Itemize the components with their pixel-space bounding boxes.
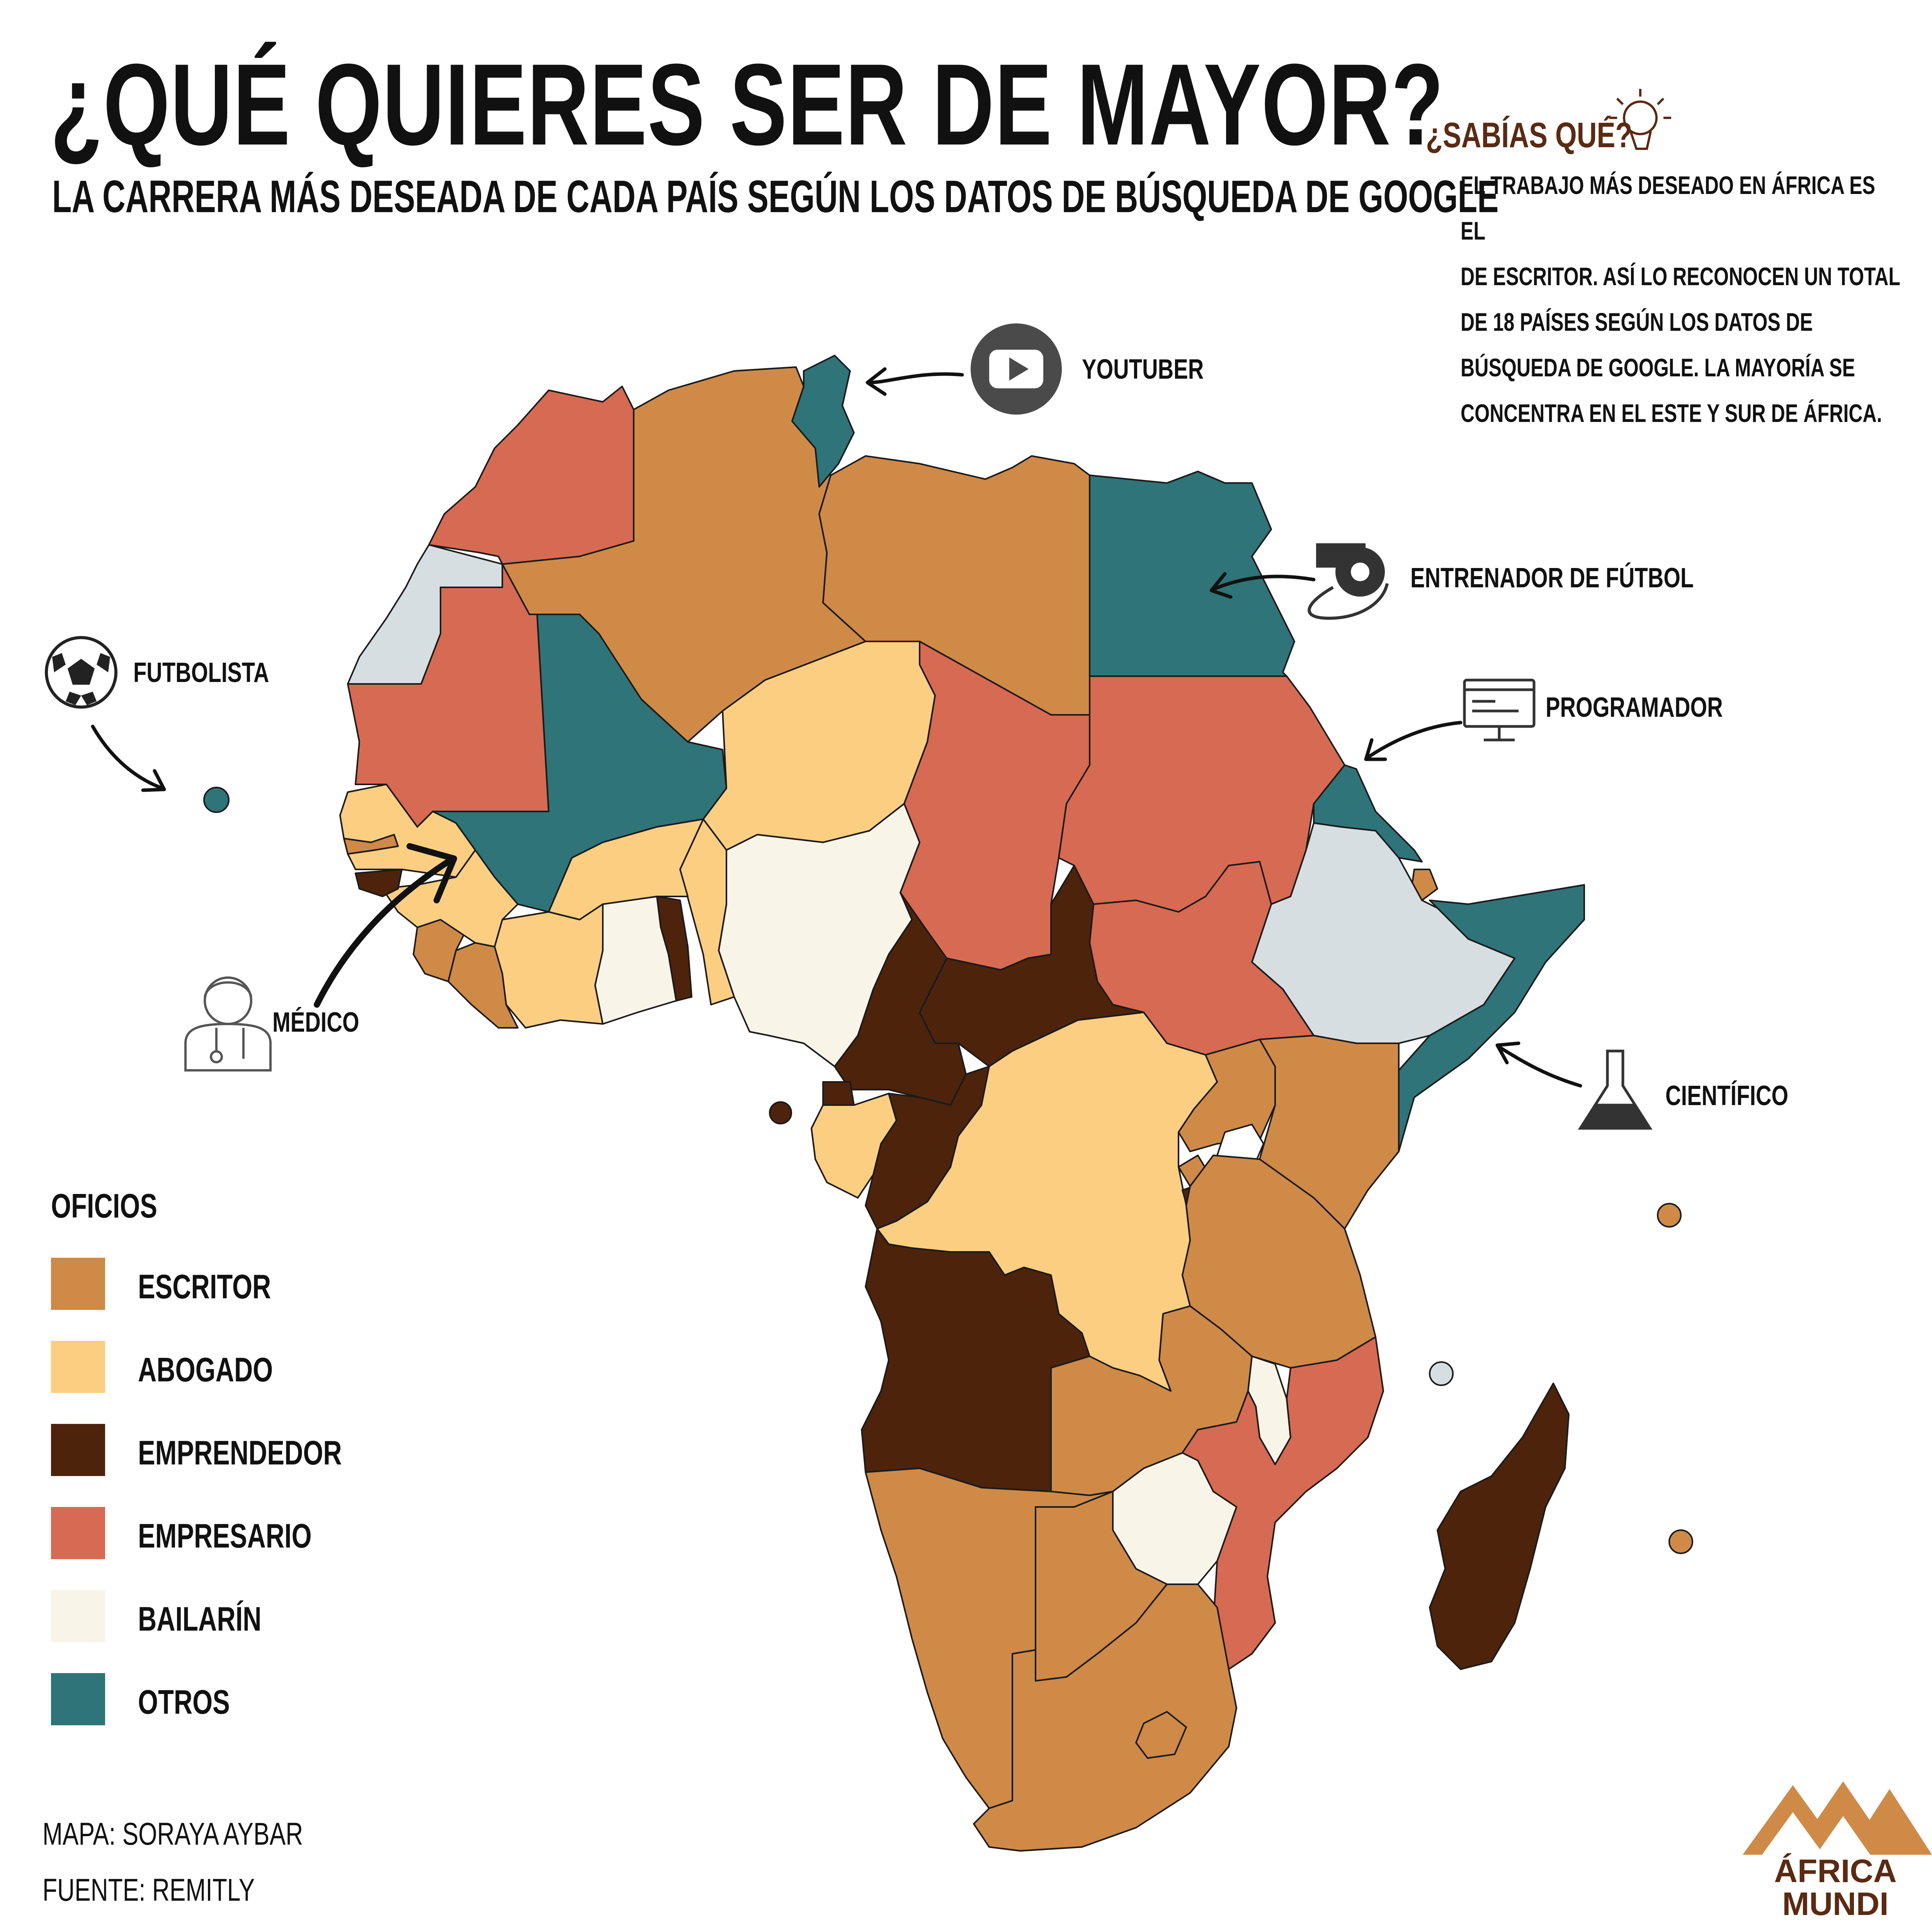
arrow-coach (1209, 572, 1316, 599)
island-mauritius (1668, 1529, 1693, 1554)
island-cape-verde (203, 787, 230, 813)
credit-map: MAPA: SORAYA AYBAR (43, 1816, 303, 1852)
region-kenya (1259, 1035, 1400, 1230)
legend-swatch (51, 1673, 105, 1725)
region-lesotho (1135, 1711, 1187, 1759)
legend-label: OTROS (138, 1683, 230, 1721)
flask-icon (1578, 1049, 1653, 1130)
fact-line: CONCENTRA EN EL ESTE Y SUR DE ÁFRICA. (1461, 399, 1882, 427)
island-sao-tome (769, 1101, 792, 1124)
africa-mundi-logo (1743, 1781, 1932, 1855)
legend-label: ABOGADO (138, 1350, 273, 1389)
arrow-footballer (91, 724, 166, 792)
label-scientist: CIENTÍFICO (1665, 1080, 1789, 1111)
region-eq-guinea (822, 1081, 855, 1106)
legend-swatch (51, 1507, 105, 1559)
legend-swatch (51, 1424, 105, 1476)
legend-swatch (51, 1590, 105, 1642)
legend-swatch (51, 1258, 105, 1310)
fact-line: EL TRABAJO MÁS DESEADO EN ÁFRICA ES EL (1461, 171, 1875, 245)
logo-text-line1: ÁFRICA (1774, 1853, 1897, 1889)
legend-label: EMPRENDEDOR (138, 1434, 342, 1472)
fact-line: DE ESCRITOR. ASÍ LO RECONOCEN UN TOTAL (1461, 262, 1900, 291)
legend-label: EMPRESARIO (138, 1517, 312, 1555)
label-youtuber: YOUTUBER (1082, 354, 1204, 385)
label-coach: ENTRENADOR DE FÚTBOL (1410, 563, 1694, 594)
island-seychelles (1657, 1203, 1682, 1228)
legend-label: BAILARÍN (138, 1600, 262, 1638)
label-doctor: MÉDICO (272, 1007, 359, 1038)
arrow-programmer (1364, 721, 1463, 761)
region-egypt (1089, 471, 1295, 677)
fact-line: BÚSQUEDA DE GOOGLE. LA MAYORÍA SE (1461, 353, 1855, 382)
arrow-youtuber (866, 367, 964, 396)
legend-swatch (51, 1341, 105, 1393)
computer-icon (1463, 679, 1536, 742)
arrow-doctor (314, 843, 457, 1008)
region-morocco (428, 386, 634, 565)
whistle-icon (1308, 543, 1389, 620)
region-ivory-coast (494, 903, 604, 1029)
region-tunisia (791, 355, 855, 488)
fact-title: ¿SABÍAS QUÉ? (1426, 116, 1633, 155)
logo-text-line2: MUNDI (1782, 1886, 1889, 1922)
fact-body: EL TRABAJO MÁS DESEADO EN ÁFRICA ES EL D… (1461, 162, 1901, 436)
credit-source: FUENTE: REMITLY (43, 1872, 255, 1908)
island-comoros (1429, 1361, 1454, 1386)
arrow-scientist (1495, 1041, 1582, 1088)
youtube-icon (971, 323, 1062, 415)
label-footballer: FUTBOLISTA (133, 657, 269, 688)
page-title: ¿QUÉ QUIERES SER DE MAYOR? (50, 39, 1444, 169)
region-madagascar (1429, 1383, 1570, 1670)
legend-title: OFICIOS (51, 1187, 157, 1225)
region-gambia (343, 834, 399, 855)
football-icon (45, 636, 117, 709)
region-somalia (1398, 884, 1585, 1152)
legend-label: ESCRITOR (138, 1267, 271, 1306)
page-subtitle: LA CARRERA MÁS DESEADA DE CADA PAÍS SEGÚ… (52, 171, 1499, 222)
region-south-africa (973, 1583, 1237, 1852)
doctor-icon (184, 976, 272, 1071)
label-programmer: PROGRAMADOR (1546, 692, 1723, 723)
fact-line: DE 18 PAÍSES SEGÚN LOS DATOS DE (1461, 308, 1813, 336)
